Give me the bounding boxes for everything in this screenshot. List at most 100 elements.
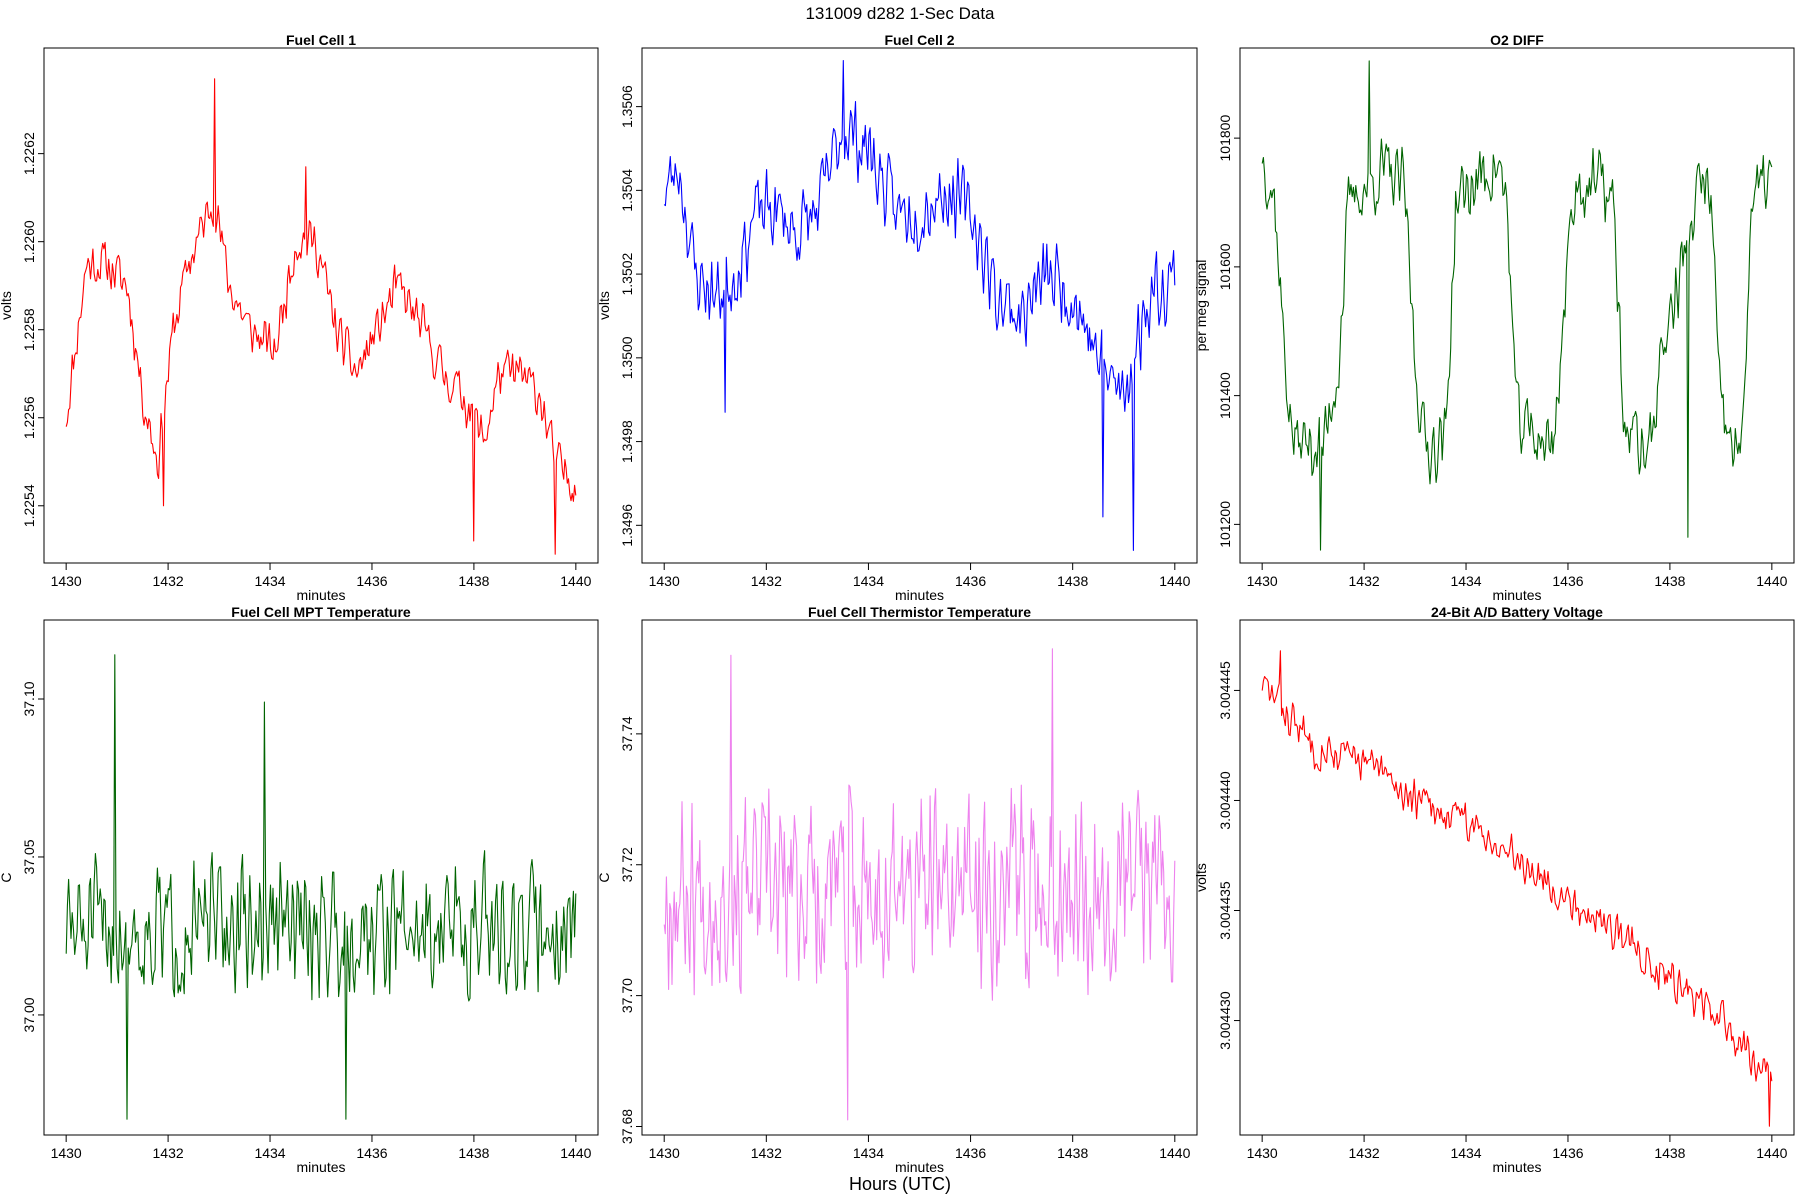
x-tick-label: 1434 bbox=[853, 573, 884, 589]
x-axis-label: minutes bbox=[895, 1159, 944, 1175]
x-tick-label: 1430 bbox=[1247, 573, 1278, 589]
y-tick-label: 101200 bbox=[1217, 501, 1233, 548]
y-axis-label: C bbox=[596, 872, 612, 882]
x-tick-label: 1432 bbox=[1349, 1145, 1380, 1161]
y-tick-label: 3.004440 bbox=[1217, 771, 1233, 830]
y-tick-label: 37.05 bbox=[21, 839, 37, 874]
panels: Fuel Cell 1 1430 1432 1434 1436 1438 1440 minut… bbox=[0, 32, 1795, 1175]
figure-xlabel: Hours (UTC) bbox=[849, 1174, 951, 1194]
y-tick-label: 101400 bbox=[1217, 372, 1233, 419]
y-tick-label: 37.68 bbox=[619, 1109, 635, 1144]
x-tick-label: 1430 bbox=[649, 573, 680, 589]
x-tick-label: 1436 bbox=[1552, 1145, 1583, 1161]
y-tick-label: 3.004445 bbox=[1217, 661, 1233, 720]
figure-title: 131009 d282 1-Sec Data bbox=[805, 4, 995, 23]
y-tick-label: 101800 bbox=[1217, 115, 1233, 162]
y-tick-label: 3.004430 bbox=[1217, 991, 1233, 1050]
x-tick-label: 1434 bbox=[254, 573, 285, 589]
x-tick-label: 1438 bbox=[1654, 573, 1685, 589]
x-tick-label: 1434 bbox=[853, 1145, 884, 1161]
x-axis-label: minutes bbox=[296, 1159, 345, 1175]
x-tick-label: 1436 bbox=[955, 573, 986, 589]
y-axis-label: volts bbox=[596, 291, 612, 320]
x-tick-label: 1440 bbox=[560, 573, 591, 589]
y-tick-label: 1.2258 bbox=[21, 308, 37, 351]
y-tick-label: 1.2256 bbox=[21, 396, 37, 439]
plot-frame bbox=[43, 47, 599, 564]
y-tick-label: 37.10 bbox=[21, 681, 37, 716]
series-line bbox=[65, 654, 577, 1120]
x-tick-label: 1440 bbox=[1159, 1145, 1190, 1161]
panel-1: Fuel Cell 1 1430 1432 1434 1436 1438 1440 minut… bbox=[0, 32, 599, 603]
y-axis-label: per meg signal bbox=[1193, 260, 1209, 352]
x-tick-label: 1430 bbox=[649, 1145, 680, 1161]
x-tick-label: 1432 bbox=[153, 573, 184, 589]
y-axis-label: volts bbox=[0, 291, 14, 320]
y-tick-label: 101600 bbox=[1217, 243, 1233, 290]
x-tick-label: 1436 bbox=[356, 573, 387, 589]
x-tick-label: 1436 bbox=[955, 1145, 986, 1161]
y-tick-label: 1.2262 bbox=[21, 132, 37, 175]
x-tick-label: 1432 bbox=[1349, 573, 1380, 589]
y-tick-label: 1.3502 bbox=[619, 252, 635, 295]
x-tick-label: 1438 bbox=[1654, 1145, 1685, 1161]
series-line bbox=[1261, 650, 1773, 1127]
panel-title: Fuel Cell MPT Temperature bbox=[231, 604, 411, 620]
x-tick-label: 1434 bbox=[254, 1145, 285, 1161]
y-tick-label: 1.3496 bbox=[619, 504, 635, 547]
panel-4: Fuel Cell MPT Temperature 1430 1432 1434 143… bbox=[0, 604, 599, 1175]
y-tick-label: 37.00 bbox=[21, 997, 37, 1032]
x-axis-label: minutes bbox=[1492, 1159, 1541, 1175]
panel-2: Fuel Cell 2 1430 1432 1434 1436 1438 1440 minut… bbox=[596, 32, 1198, 603]
series-line bbox=[663, 60, 1176, 551]
y-tick-label: 1.2260 bbox=[21, 220, 37, 263]
x-tick-label: 1438 bbox=[1057, 573, 1088, 589]
panel-3: O2 DIFF 1430 1432 1434 1436 1438 1440 minutes 10… bbox=[1193, 32, 1795, 603]
panel-title: 24-Bit A/D Battery Voltage bbox=[1431, 604, 1603, 620]
x-tick-label: 1434 bbox=[1450, 1145, 1481, 1161]
x-tick-label: 1434 bbox=[1450, 573, 1481, 589]
panel-title: Fuel Cell Thermistor Temperature bbox=[808, 604, 1031, 620]
y-axis-label: volts bbox=[1193, 863, 1209, 892]
x-axis-label: minutes bbox=[1492, 587, 1541, 603]
plot-frame bbox=[1239, 619, 1795, 1136]
y-tick-label: 37.74 bbox=[619, 716, 635, 751]
plot-frame bbox=[1239, 47, 1795, 564]
x-tick-label: 1440 bbox=[1756, 1145, 1787, 1161]
series-line bbox=[65, 78, 577, 555]
x-tick-label: 1430 bbox=[1247, 1145, 1278, 1161]
x-tick-label: 1430 bbox=[51, 1145, 82, 1161]
x-tick-label: 1432 bbox=[153, 1145, 184, 1161]
x-axis-label: minutes bbox=[895, 587, 944, 603]
x-tick-label: 1430 bbox=[51, 573, 82, 589]
x-tick-label: 1432 bbox=[751, 573, 782, 589]
panel-title: Fuel Cell 1 bbox=[286, 32, 356, 48]
y-tick-label: 1.3500 bbox=[619, 336, 635, 379]
y-axis-label: C bbox=[0, 872, 14, 882]
x-tick-label: 1432 bbox=[751, 1145, 782, 1161]
y-tick-label: 3.004435 bbox=[1217, 881, 1233, 940]
panel-title: Fuel Cell 2 bbox=[884, 32, 954, 48]
x-tick-label: 1436 bbox=[1552, 573, 1583, 589]
x-axis-label: minutes bbox=[296, 587, 345, 603]
y-tick-label: 1.3498 bbox=[619, 420, 635, 463]
panel-title: O2 DIFF bbox=[1490, 32, 1544, 48]
series-line bbox=[663, 648, 1176, 1121]
panel-6: 24-Bit A/D Battery Voltage 1430 1432 1434 14… bbox=[1193, 604, 1795, 1175]
series-line bbox=[1261, 60, 1773, 551]
y-tick-label: 1.3504 bbox=[619, 169, 635, 212]
x-tick-label: 1436 bbox=[356, 1145, 387, 1161]
y-tick-label: 37.72 bbox=[619, 847, 635, 882]
x-tick-label: 1440 bbox=[560, 1145, 591, 1161]
x-tick-label: 1440 bbox=[1756, 573, 1787, 589]
y-tick-label: 37.70 bbox=[619, 978, 635, 1013]
plot-frame bbox=[641, 47, 1198, 564]
x-tick-label: 1438 bbox=[458, 573, 489, 589]
x-tick-label: 1438 bbox=[1057, 1145, 1088, 1161]
x-tick-label: 1438 bbox=[458, 1145, 489, 1161]
panel-5: Fuel Cell Thermistor Temperature 1430 1432… bbox=[596, 604, 1198, 1175]
y-tick-label: 1.3506 bbox=[619, 85, 635, 128]
y-tick-label: 1.2254 bbox=[21, 484, 37, 527]
x-tick-label: 1440 bbox=[1159, 573, 1190, 589]
